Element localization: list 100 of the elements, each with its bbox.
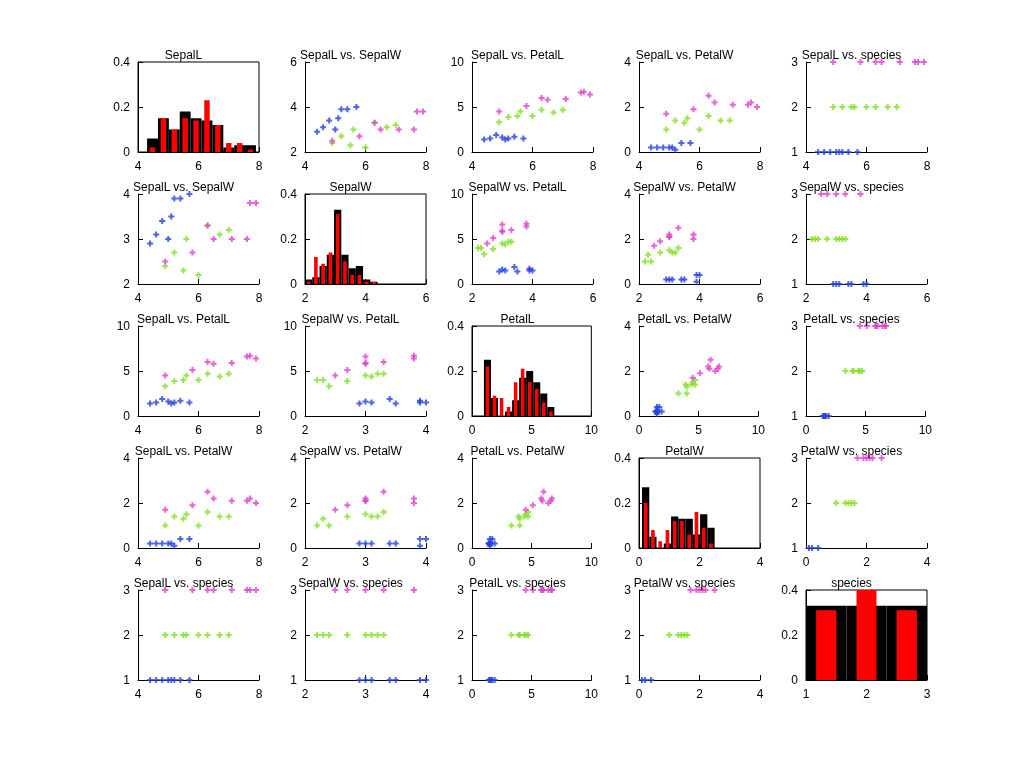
x-tick-label: 0 xyxy=(635,423,643,437)
x-tick-label: 3 xyxy=(362,555,370,569)
y-tick-label: 0.4 xyxy=(614,451,632,465)
chart-title: SepalL vs. PetalL xyxy=(471,48,565,62)
x-tick-label: 2 xyxy=(802,291,810,305)
x-tick-label: 8 xyxy=(255,423,263,437)
x-tick-label: 4 xyxy=(362,291,370,305)
x-tick-label: 0 xyxy=(802,555,810,569)
x-tick-label: 6 xyxy=(195,159,203,173)
chart-title: PetalL vs. species xyxy=(803,312,900,326)
x-tick-label: 6 xyxy=(696,159,704,173)
y-tick-label: 5 xyxy=(123,364,131,378)
y-tick-label: 1 xyxy=(791,541,799,555)
x-tick-label: 2 xyxy=(863,687,871,701)
y-tick-label: 2 xyxy=(624,232,632,246)
chart-title: SepalL vs. SepalW xyxy=(133,180,235,194)
y-tick-label: 2 xyxy=(791,100,799,114)
x-tick-label: 8 xyxy=(255,159,263,173)
y-tick-label: 0.2 xyxy=(614,496,632,510)
y-tick-label: 3 xyxy=(791,319,799,333)
y-tick-label: 0 xyxy=(624,145,632,159)
chart-title: PetalW vs. species xyxy=(800,444,903,458)
y-tick-label: 0 xyxy=(457,277,465,291)
x-tick-label: 6 xyxy=(195,291,203,305)
y-tick-label: 0 xyxy=(457,145,465,159)
x-tick-label: 6 xyxy=(362,159,370,173)
x-tick-label: 4 xyxy=(468,159,476,173)
x-tick-label: 4 xyxy=(422,555,430,569)
x-tick-label: 0 xyxy=(802,423,810,437)
x-tick-label: 6 xyxy=(589,291,597,305)
x-tick-label: 8 xyxy=(923,159,931,173)
y-tick-label: 0 xyxy=(290,409,298,423)
x-tick-label: 1 xyxy=(802,687,810,701)
x-tick-label: 2 xyxy=(301,555,309,569)
chart-title: SepalL vs. species xyxy=(801,48,902,62)
y-tick-label: 4 xyxy=(624,187,632,201)
x-tick-label: 4 xyxy=(134,555,142,569)
y-tick-label: 4 xyxy=(123,451,131,465)
x-tick-label: 5 xyxy=(528,687,536,701)
x-tick-label: 4 xyxy=(422,423,430,437)
y-tick-label: 0 xyxy=(791,673,799,687)
x-tick-label: 3 xyxy=(362,423,370,437)
x-tick-label: 10 xyxy=(584,687,599,701)
chart-title: SepalL vs. PetalW xyxy=(635,48,734,62)
y-tick-label: 0.4 xyxy=(113,55,131,69)
y-tick-label: 10 xyxy=(450,55,465,69)
y-tick-label: 0 xyxy=(624,409,632,423)
y-tick-label: 2 xyxy=(123,277,131,291)
x-tick-label: 6 xyxy=(195,555,203,569)
y-tick-label: 3 xyxy=(791,451,799,465)
y-tick-label: 3 xyxy=(123,583,131,597)
x-tick-label: 4 xyxy=(756,555,764,569)
x-tick-label: 6 xyxy=(923,291,931,305)
y-tick-label: 0.4 xyxy=(781,583,799,597)
chart-title: SepalW vs. PetalW xyxy=(299,444,403,458)
y-tick-label: 10 xyxy=(283,319,298,333)
chart-title: SepalL vs. PetalL xyxy=(137,312,231,326)
y-tick-label: 2 xyxy=(290,145,298,159)
x-tick-label: 2 xyxy=(301,291,309,305)
y-tick-label: 2 xyxy=(624,100,632,114)
y-tick-label: 4 xyxy=(290,100,298,114)
y-tick-label: 4 xyxy=(457,451,465,465)
x-tick-label: 5 xyxy=(528,423,536,437)
y-tick-label: 2 xyxy=(123,628,131,642)
chart-title: species xyxy=(831,576,872,590)
y-tick-label: 0 xyxy=(290,541,298,555)
y-tick-label: 1 xyxy=(791,145,799,159)
x-tick-label: 2 xyxy=(635,291,643,305)
x-tick-label: 8 xyxy=(255,291,263,305)
x-tick-label: 2 xyxy=(863,555,871,569)
y-tick-label: 3 xyxy=(791,187,799,201)
x-tick-label: 4 xyxy=(635,159,643,173)
y-tick-label: 0.4 xyxy=(280,187,298,201)
x-tick-label: 0 xyxy=(635,555,643,569)
y-tick-label: 3 xyxy=(290,583,298,597)
chart-title: SepalW vs. PetalW xyxy=(633,180,737,194)
y-tick-label: 0 xyxy=(123,409,131,423)
y-tick-label: 1 xyxy=(624,673,632,687)
x-tick-label: 6 xyxy=(756,291,764,305)
x-tick-label: 2 xyxy=(301,423,309,437)
x-tick-label: 4 xyxy=(529,291,537,305)
x-tick-label: 0 xyxy=(468,687,476,701)
chart-title: SepalL xyxy=(164,48,203,62)
x-tick-label: 4 xyxy=(301,159,309,173)
x-tick-label: 0 xyxy=(468,555,476,569)
x-tick-label: 4 xyxy=(863,291,871,305)
y-tick-label: 2 xyxy=(123,496,131,510)
x-tick-label: 4 xyxy=(802,159,810,173)
y-tick-label: 1 xyxy=(791,409,799,423)
y-tick-label: 0.2 xyxy=(781,628,799,642)
y-tick-label: 6 xyxy=(290,55,298,69)
chart-title: SepalW vs. species xyxy=(799,180,904,194)
y-tick-label: 5 xyxy=(457,100,465,114)
y-tick-label: 5 xyxy=(290,364,298,378)
y-tick-label: 2 xyxy=(791,496,799,510)
x-tick-label: 2 xyxy=(468,291,476,305)
x-tick-label: 4 xyxy=(696,291,704,305)
y-tick-label: 3 xyxy=(624,583,632,597)
y-tick-label: 0 xyxy=(457,541,465,555)
y-tick-label: 4 xyxy=(123,187,131,201)
